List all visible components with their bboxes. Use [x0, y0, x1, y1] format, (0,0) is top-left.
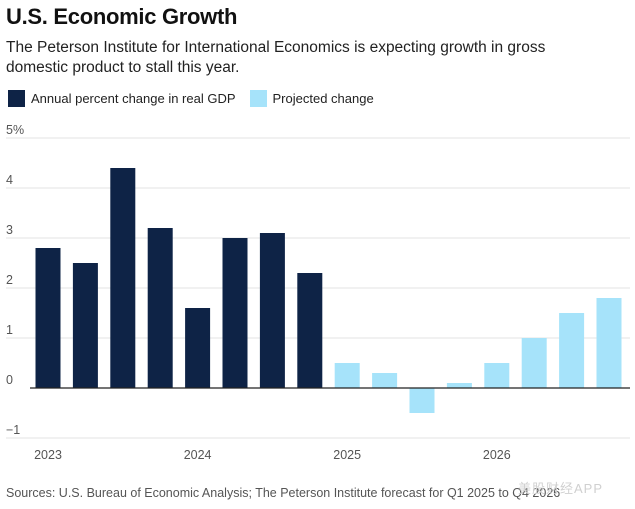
- bar-actual: [185, 308, 211, 388]
- source-note: Sources: U.S. Bureau of Economic Analysi…: [6, 486, 561, 500]
- bar-actual: [110, 168, 136, 388]
- watermark: 美股财经APP: [518, 481, 604, 496]
- bar-actual: [259, 233, 285, 388]
- bar-actual: [147, 228, 173, 388]
- bar-projected: [409, 388, 435, 413]
- y-tick-label: 0: [6, 373, 13, 387]
- legend-label-actual: Annual percent change in real GDP: [31, 91, 236, 106]
- x-year-label: 2026: [483, 448, 511, 462]
- legend-swatch-projected: [249, 90, 267, 107]
- y-tick-label: 2: [6, 273, 13, 287]
- bar-projected: [559, 313, 585, 388]
- legend-label-projected: Projected change: [272, 91, 374, 106]
- bar-projected: [334, 363, 360, 388]
- bar-projected: [484, 363, 510, 388]
- bar-projected: [596, 298, 622, 388]
- legend-item-actual: Annual percent change in real GDP: [8, 90, 236, 107]
- y-tick-label: 1: [6, 323, 13, 337]
- bar-actual: [222, 238, 248, 388]
- bar-actual: [72, 263, 98, 388]
- chart-title: U.S. Economic Growth: [6, 4, 238, 29]
- y-tick-label: −1: [6, 423, 20, 437]
- x-year-label: 2025: [333, 448, 361, 462]
- y-tick-label: 3: [6, 223, 13, 237]
- y-tick-label: 4: [6, 173, 13, 187]
- legend-swatch-actual: [8, 90, 25, 107]
- legend-item-projected: Projected change: [249, 90, 374, 107]
- bar-projected: [372, 373, 398, 388]
- bar-actual: [297, 273, 323, 388]
- chart-subtitle: The Peterson Institute for International…: [6, 39, 546, 76]
- bar-projected: [446, 383, 472, 388]
- legend: Annual percent change in real GDP Projec…: [8, 90, 388, 107]
- bar-actual: [35, 248, 61, 388]
- x-year-label: 2024: [184, 448, 212, 462]
- x-year-label: 2023: [34, 448, 62, 462]
- y-tick-label: 5%: [6, 123, 24, 137]
- bar-projected: [521, 338, 547, 388]
